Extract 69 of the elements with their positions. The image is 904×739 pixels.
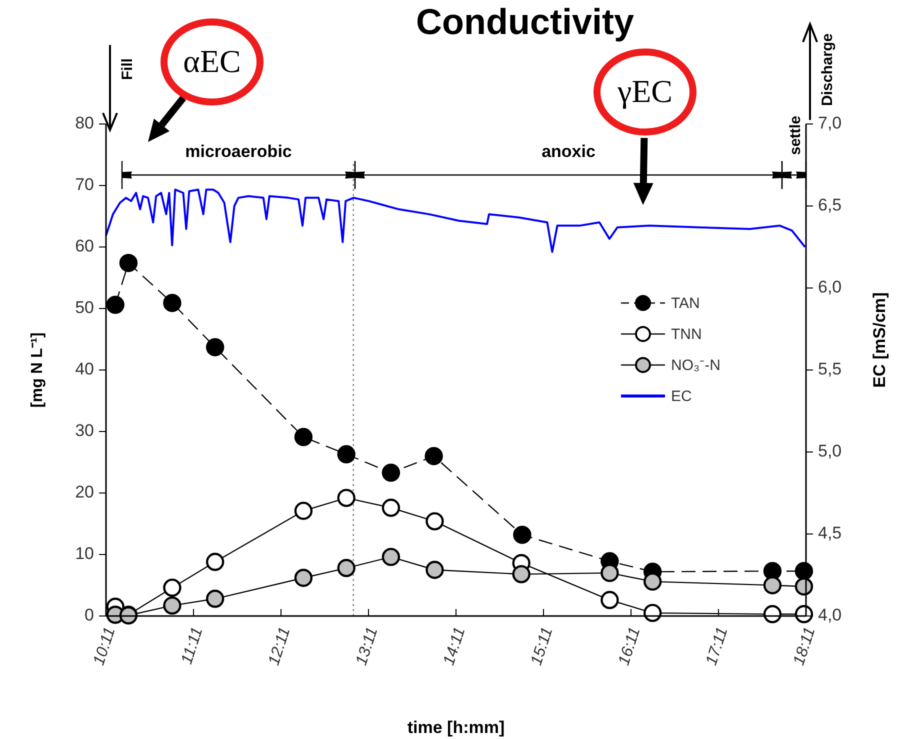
text: αEC bbox=[183, 43, 241, 79]
x-tick-label: 18:11 bbox=[790, 625, 819, 668]
y2-axis-title: EC [mS/cm] bbox=[870, 292, 889, 388]
point bbox=[294, 568, 313, 587]
y-tick-label: 0 bbox=[84, 605, 94, 624]
y-tick-label: 60 bbox=[75, 236, 94, 256]
annotation: settle bbox=[787, 116, 804, 155]
x-axis-title: time [h:mm] bbox=[407, 718, 505, 737]
x-tick-label: 12:11 bbox=[266, 625, 294, 668]
annotation: anoxic bbox=[542, 142, 596, 161]
point bbox=[643, 604, 662, 622]
point bbox=[382, 548, 400, 566]
line-series bbox=[105, 188, 806, 253]
point bbox=[119, 254, 138, 272]
x-tick-label: 13:11 bbox=[353, 625, 382, 668]
point bbox=[163, 294, 182, 312]
y2-tick-label: 4,0 bbox=[818, 605, 842, 624]
y2-tick-label: 5,0 bbox=[818, 441, 842, 460]
point bbox=[426, 512, 444, 530]
point bbox=[600, 590, 619, 610]
text: Discharge bbox=[819, 33, 836, 106]
x-tick-label: 11:11 bbox=[178, 625, 206, 666]
point bbox=[163, 578, 182, 597]
y-tick-label: 10 bbox=[75, 544, 94, 563]
point bbox=[206, 338, 224, 356]
point bbox=[512, 565, 530, 584]
chart-title: Conductivity bbox=[416, 1, 634, 42]
point bbox=[294, 502, 313, 520]
y-tick-label: 40 bbox=[75, 359, 94, 378]
y-tick-label: 20 bbox=[75, 482, 94, 502]
y-tick-label: 80 bbox=[75, 113, 94, 132]
y-tick-label: 70 bbox=[75, 174, 94, 194]
point bbox=[206, 552, 224, 571]
point bbox=[513, 526, 532, 544]
point bbox=[794, 605, 814, 624]
x-tick-label: 16:11 bbox=[616, 625, 644, 668]
x-tick-label: 17:11 bbox=[703, 625, 732, 668]
y2-tick-label: 6,0 bbox=[818, 277, 842, 296]
legend-label: EC bbox=[671, 388, 692, 405]
point bbox=[337, 488, 356, 508]
annotation: microaerobic bbox=[185, 142, 292, 161]
y-axis-title: [mg N L⁻¹] bbox=[29, 332, 46, 408]
text: Fill bbox=[119, 58, 136, 80]
point bbox=[294, 428, 313, 446]
point bbox=[206, 590, 224, 608]
legend-label: TNN bbox=[671, 326, 702, 343]
y-tick-label: 30 bbox=[75, 420, 94, 440]
point bbox=[763, 576, 782, 594]
point bbox=[163, 596, 182, 615]
y-tick-label: 50 bbox=[75, 298, 94, 317]
y2-tick-label: 5,5 bbox=[818, 359, 842, 378]
point bbox=[794, 577, 814, 596]
text: γEC bbox=[616, 73, 673, 109]
point bbox=[424, 447, 443, 466]
point bbox=[106, 296, 124, 314]
point bbox=[763, 605, 782, 624]
point bbox=[382, 464, 400, 482]
y2-tick-label: 7,0 bbox=[818, 113, 842, 132]
x-tick-label: 10:11 bbox=[90, 625, 119, 668]
point bbox=[426, 560, 444, 579]
x-tick-label: 15:11 bbox=[528, 625, 556, 668]
point bbox=[337, 558, 356, 578]
legend-label: NO₃⁻-N bbox=[671, 357, 720, 374]
y2-tick-label: 4,5 bbox=[818, 523, 842, 542]
y2-tick-label: 6,5 bbox=[818, 195, 842, 214]
x-tick-label: 14:11 bbox=[440, 625, 469, 668]
point bbox=[337, 445, 356, 464]
legend-label: TAN bbox=[671, 295, 700, 312]
point bbox=[382, 498, 400, 517]
